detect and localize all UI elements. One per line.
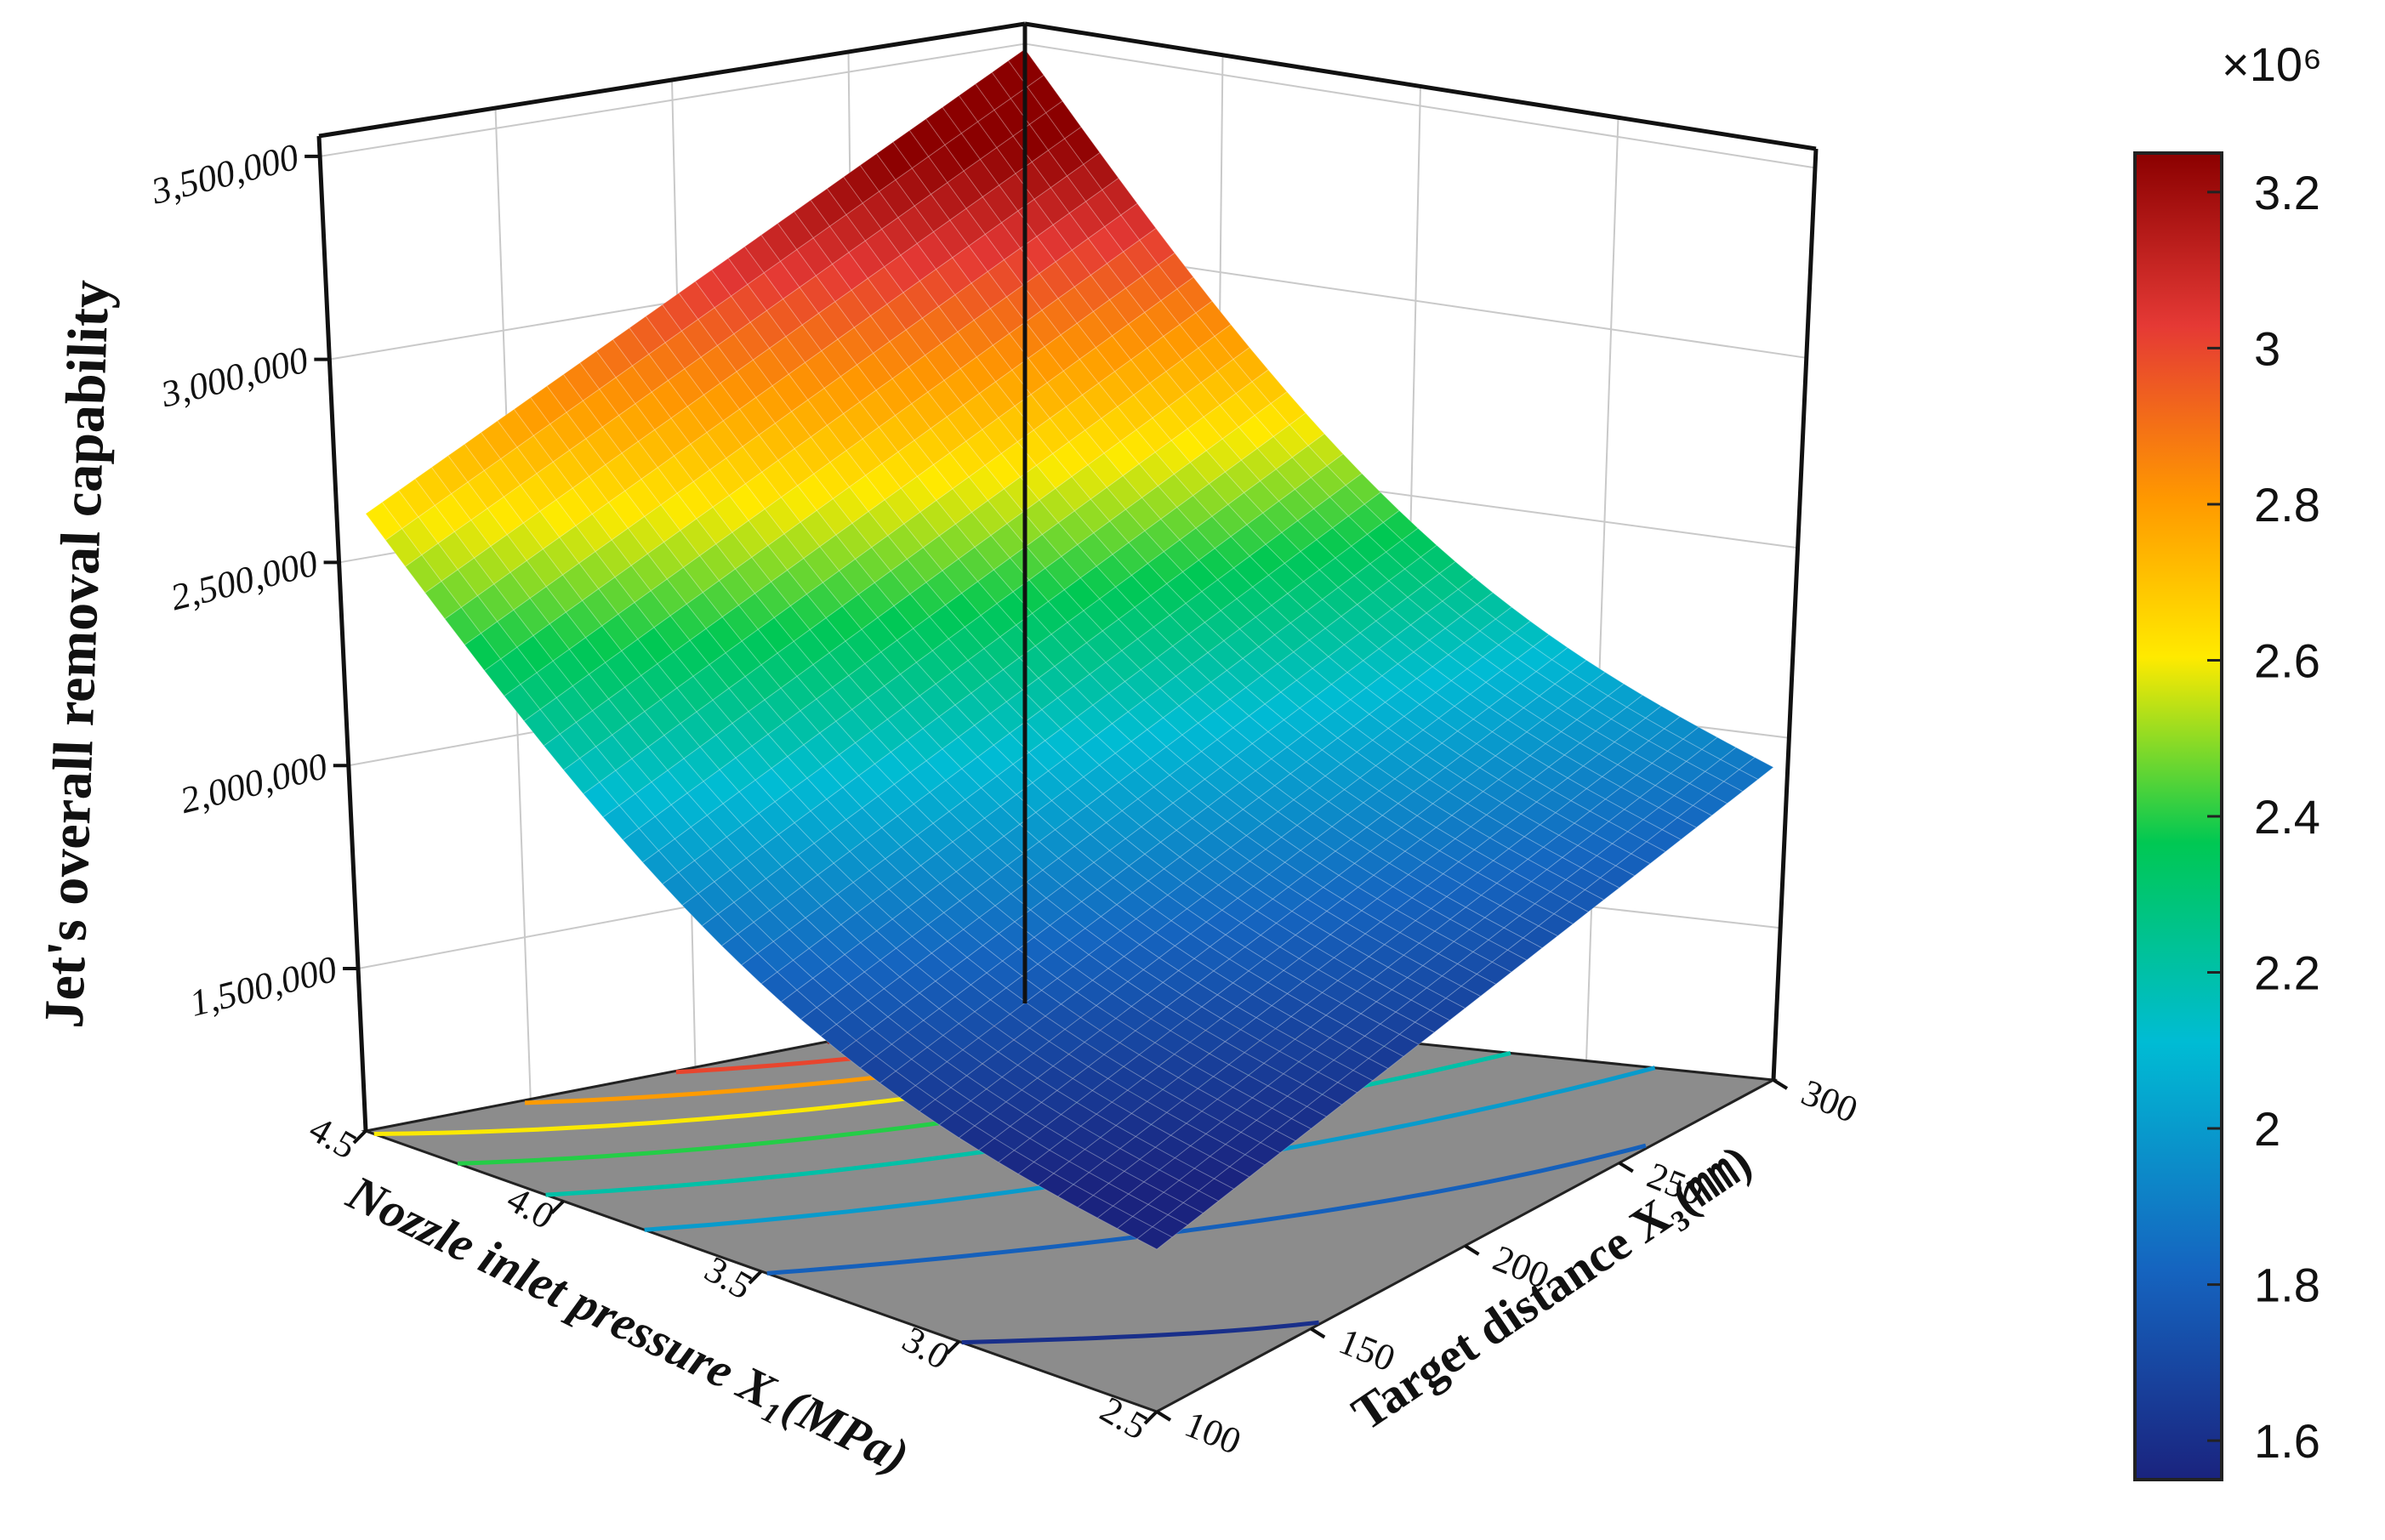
colorbar-ticks: 1.6 1.8 2 2.2 2.4 2.6 2.8 3 3.2	[2207, 166, 2320, 1468]
colorbar-exponent: ×10⁶	[2222, 37, 2322, 91]
surface-cell	[1401, 527, 1437, 558]
contour-line	[961, 1320, 1319, 1345]
right-vertical-line	[1771, 148, 1819, 1081]
colorbar-tick-label: 3	[2254, 321, 2280, 375]
top-edge-right	[1024, 21, 1817, 151]
z-axis-label: Jet's overall removal capability	[33, 279, 122, 1029]
x3-tick-mark	[1464, 1244, 1480, 1256]
axes	[316, 21, 1819, 1132]
surface-cell	[1551, 646, 1587, 673]
top-edge-left	[318, 21, 1026, 139]
x1-tick-mark	[1143, 1410, 1158, 1425]
surface-cell	[1569, 659, 1606, 685]
surface-cell	[1382, 509, 1419, 541]
z-tick-label: 3,500,000	[146, 136, 303, 213]
z-tick-label: 1,500,000	[185, 948, 341, 1025]
surface-cell	[1607, 683, 1643, 708]
z-tick-label: 3,000,000	[157, 338, 313, 415]
x3-tick-label: 300	[1796, 1071, 1864, 1131]
x3-tick-mark	[1155, 1410, 1172, 1422]
x1-tick-mark	[946, 1340, 960, 1355]
x3-tick-mark	[1310, 1327, 1326, 1339]
x3-tick-mark	[1772, 1078, 1789, 1090]
surface-cell	[1682, 726, 1718, 750]
surface-cell	[1457, 577, 1494, 605]
colorbar-tick-label: 1.6	[2254, 1414, 2320, 1468]
surface-cell	[1494, 606, 1531, 634]
colorbar-tick-label: 2.8	[2254, 478, 2320, 531]
contour-line	[766, 1143, 1647, 1276]
surface-cell	[1513, 620, 1550, 647]
colorbar-tick-label: 2	[2254, 1102, 2280, 1156]
x1-tick-mark	[550, 1200, 565, 1214]
surface-cell	[1438, 560, 1475, 590]
x3-tick-label: 100	[1179, 1403, 1247, 1463]
surface-cell	[1532, 634, 1568, 661]
surface-cell	[1420, 544, 1456, 574]
z-axis-line	[316, 135, 368, 1132]
colorbar-tick-label: 1.8	[2254, 1259, 2320, 1312]
response-surface	[365, 48, 1774, 1250]
colorbar-tick-label: 2.4	[2254, 790, 2320, 844]
surface-cell	[1476, 592, 1512, 620]
surface-cell	[1663, 716, 1699, 740]
x1-tick-mark	[748, 1270, 763, 1285]
x3-tick-mark	[1618, 1161, 1634, 1173]
z-tick-label: 2,500,000	[167, 542, 322, 618]
colorbar-tick-label: 3.2	[2254, 166, 2320, 219]
x1-tick-mark	[352, 1129, 367, 1145]
surface-cell	[1644, 705, 1681, 730]
colorbar-tick-label: 2.2	[2254, 946, 2320, 1000]
surface-cell	[1588, 671, 1625, 696]
surface-cell	[1719, 747, 1756, 770]
colorbar-tick-label: 2.6	[2254, 634, 2320, 687]
z-tick-label: 2,000,000	[176, 745, 332, 821]
surface-cell	[1625, 694, 1662, 719]
